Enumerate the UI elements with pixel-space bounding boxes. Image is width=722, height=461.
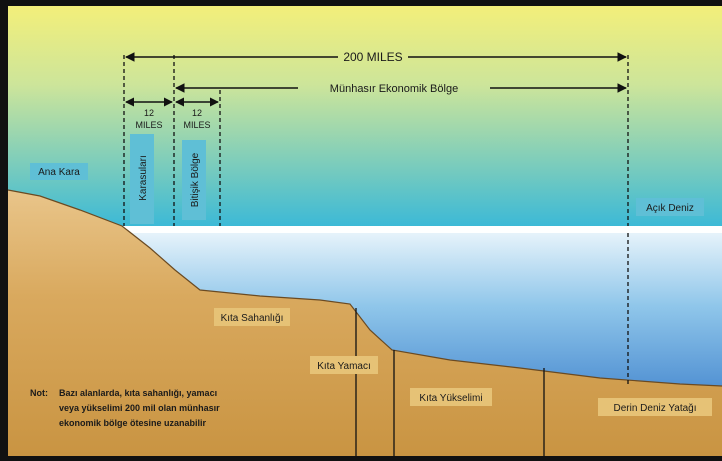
note-line-2: veya yükselimi 200 mil olan münhasır (59, 403, 220, 413)
shelf-label: Kıta Sahanlığı (221, 313, 284, 324)
high-seas-label: Açık Deniz (646, 203, 694, 214)
slope-label: Kıta Yamacı (317, 361, 371, 372)
total-distance-label: 200 MILES (343, 50, 402, 64)
contiguous-label: Bitişik Bölge (190, 152, 201, 207)
rise-label: Kıta Yükselimi (419, 393, 482, 404)
note-line-3: ekonomik bölge ötesine uzanabilir (59, 418, 207, 428)
deep-seabed-box (598, 398, 712, 416)
seabed-outline (7, 189, 722, 387)
territorial-box (130, 134, 154, 224)
note-prefix: Not: (30, 388, 48, 398)
contiguous-box (182, 140, 206, 220)
territorial-label: Karasuları (138, 155, 149, 201)
land-box (30, 163, 88, 180)
territorial-nm: 12 (144, 108, 154, 118)
contiguous-nm: 12 (192, 108, 202, 118)
deep-seabed-label: Derin Deniz Yatağı (613, 403, 696, 414)
high-seas-box (636, 198, 704, 216)
shelf-box (214, 308, 290, 326)
rise-box (410, 388, 492, 406)
sea-surface (120, 226, 722, 233)
slope-box (310, 356, 378, 374)
eez-label: Münhasır Ekonomik Bölge (330, 83, 458, 95)
contiguous-unit: MILES (183, 120, 210, 130)
land-label: Ana Kara (38, 167, 80, 178)
note-line-1: Bazı alanlarda, kıta sahanlığı, yamacı (59, 388, 217, 398)
sky (8, 6, 722, 230)
territorial-unit: MILES (135, 120, 162, 130)
